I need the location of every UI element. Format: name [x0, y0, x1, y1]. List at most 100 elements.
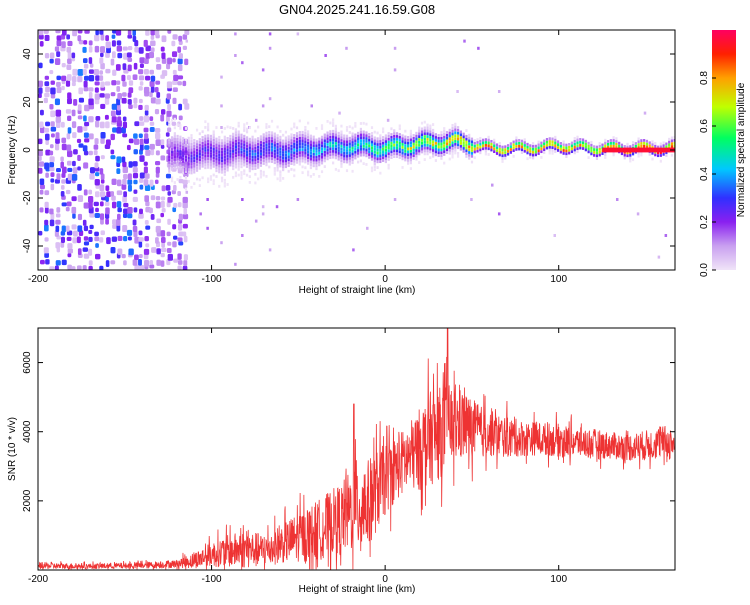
- spectrogram-cell: [315, 138, 318, 142]
- spectrogram-cell: [223, 135, 226, 139]
- spectrogram-cell: [320, 124, 324, 128]
- spectrogram-cell: [39, 40, 44, 47]
- spectrogram-cell: [418, 126, 421, 130]
- spectrogram-cell: [420, 130, 424, 134]
- spectrogram-cell: [99, 121, 105, 129]
- spectrogram-cell: [398, 156, 401, 159]
- spectrogram-cell: [343, 151, 346, 155]
- spectrogram-cell: [134, 236, 140, 244]
- spectrogram-cell: [245, 142, 249, 145]
- spectrogram-cell: [315, 147, 318, 150]
- spectrogram-cell: [318, 140, 321, 144]
- spectrogram-cell: [426, 140, 429, 144]
- spectrogram-cell: [155, 98, 161, 105]
- spectrogram-cell: [248, 152, 251, 155]
- spectrogram-cell: [77, 104, 82, 111]
- spectrogram-cell: [195, 143, 199, 146]
- spectrogram-cell: [209, 149, 213, 153]
- spectrogram-cell: [473, 144, 476, 148]
- spectrogram-cell: [166, 93, 172, 100]
- spectrogram-cell: [276, 165, 279, 169]
- spectrogram-cell: [94, 93, 101, 100]
- spectrogram-cell: [190, 171, 193, 175]
- spectrogram-cell: [190, 157, 193, 160]
- spectrogram-cell: [423, 120, 426, 124]
- spectrogram-cell: [187, 159, 190, 163]
- spectrogram-cell: [359, 142, 362, 146]
- spectrogram-cell: [304, 154, 307, 158]
- spectrogram-cell: [351, 126, 354, 130]
- spectrogram-cell: [88, 260, 93, 266]
- spectrogram-cell: [88, 69, 95, 74]
- spectrogram-cell: [443, 161, 446, 165]
- spectrogram-cell: [379, 148, 382, 152]
- spectrogram-cell: [370, 140, 374, 144]
- spectrogram-cell: [88, 98, 94, 106]
- spectrogram-cell: [139, 265, 145, 270]
- spectrogram-cell: [423, 138, 426, 141]
- spectrogram-cell: [309, 174, 313, 178]
- spectrogram-cell: [437, 148, 440, 152]
- spectrogram-cell: [307, 156, 310, 160]
- spectrogram-cell: [368, 153, 371, 156]
- spectrogram-cell: [618, 141, 621, 145]
- spectrogram-cell: [429, 130, 432, 134]
- spectrogram-cell: [334, 150, 338, 154]
- spectrogram-cell: [149, 116, 154, 122]
- spectrogram-cell: [133, 179, 138, 185]
- spectrogram-cell: [223, 167, 226, 171]
- spectrogram-cell: [304, 134, 307, 138]
- spectrogram-cell: [506, 152, 510, 156]
- spectrogram-cell: [190, 145, 193, 149]
- spectrogram-cell: [187, 154, 190, 157]
- spectrogram-cell: [384, 154, 387, 158]
- spectrogram-cell: [301, 136, 304, 140]
- spectrogram-cell: [77, 35, 82, 42]
- spectrogram-cell: [195, 160, 199, 164]
- spectrogram-cell: [423, 140, 426, 144]
- spectrogram-cell: [479, 139, 482, 143]
- spectrogram-cell: [184, 144, 188, 148]
- spectrogram-cell: [515, 142, 518, 145]
- spectrogram-cell: [94, 231, 99, 237]
- spectrogram-cell: [673, 138, 675, 142]
- spectrogram-cell: [287, 143, 290, 147]
- top-y-tick-label: 40: [22, 48, 33, 60]
- spectrogram-cell: [432, 151, 435, 155]
- spectrogram-cell: [376, 151, 379, 155]
- spectrogram-cell: [198, 146, 201, 150]
- spectrogram-cell: [551, 146, 554, 149]
- spectrogram-cell: [143, 58, 149, 65]
- spectrogram-cell: [182, 34, 188, 40]
- spectrogram-cell: [498, 142, 501, 145]
- spectrogram-cell: [390, 153, 393, 157]
- spectrogram-cell: [182, 168, 185, 172]
- spectrogram-cell: [404, 147, 407, 150]
- spectrogram-cell: [282, 145, 285, 149]
- spectrogram-cell: [312, 147, 315, 150]
- spectrogram-cell: [122, 178, 127, 185]
- spectrogram-cell: [357, 131, 360, 135]
- spectrogram-cell: [401, 145, 404, 149]
- spectrogram-cell: [332, 152, 335, 156]
- spectrogram-cell: [332, 121, 335, 125]
- spectrogram-cell: [106, 191, 111, 198]
- spectrogram-cell: [207, 163, 210, 166]
- spectrogram-cell: [512, 154, 515, 158]
- spectrogram-cell: [548, 143, 551, 146]
- spectrogram-cell: [376, 157, 379, 161]
- spectrogram-cell: [407, 161, 410, 165]
- snr-line: [38, 328, 675, 570]
- spectrogram-cell: [337, 137, 340, 141]
- spectrogram-cell: [182, 157, 185, 161]
- spectrogram-cell: [451, 141, 454, 145]
- spectrogram-cell: [568, 151, 571, 155]
- spectrogram-cell: [265, 137, 268, 141]
- spectrogram-cell: [468, 151, 471, 154]
- spectrogram-cell: [209, 160, 213, 164]
- spectrogram-cell: [376, 137, 379, 141]
- spectrogram-cell: [376, 148, 379, 152]
- spectrogram-cell: [343, 154, 346, 158]
- spectrogram-cell: [160, 46, 165, 52]
- spectrogram-cell: [155, 166, 160, 174]
